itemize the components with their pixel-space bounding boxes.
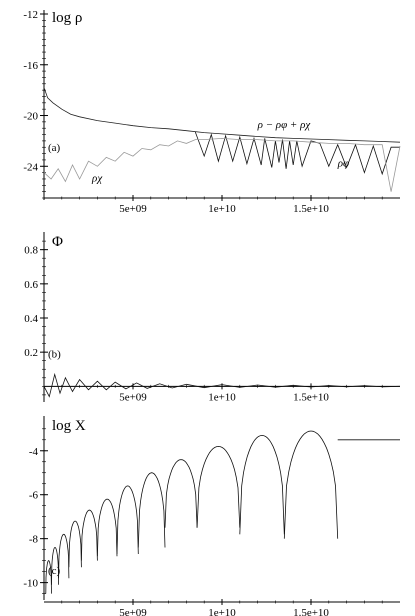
series-line bbox=[43, 137, 401, 192]
series-annotation: ρχ bbox=[91, 173, 103, 185]
panel-tag: (b) bbox=[48, 348, 61, 360]
y-tick-label: -10 bbox=[23, 578, 38, 590]
y-tick-label: -24 bbox=[23, 161, 38, 173]
series-line bbox=[68, 520, 82, 568]
y-axis-title: Φ bbox=[52, 234, 63, 250]
series-line bbox=[45, 560, 52, 594]
y-tick-label: -8 bbox=[29, 534, 39, 546]
series-line bbox=[116, 485, 139, 555]
series-line bbox=[239, 434, 285, 535]
x-tick-label: 5e+09 bbox=[119, 607, 147, 616]
y-tick-label: -6 bbox=[29, 490, 39, 502]
series-line bbox=[51, 547, 59, 585]
x-tick-label: 1e+10 bbox=[208, 391, 236, 403]
series-line bbox=[164, 459, 198, 528]
x-tick-label: 1.5e+10 bbox=[293, 203, 329, 215]
y-tick-label: 0.8 bbox=[24, 245, 38, 257]
series-line bbox=[137, 472, 166, 548]
y-tick-label: -4 bbox=[29, 446, 39, 458]
y-tick-label: 0.4 bbox=[24, 313, 38, 325]
y-tick-label: -16 bbox=[23, 60, 38, 72]
y-tick-label: -12 bbox=[23, 9, 38, 21]
series-line bbox=[194, 131, 400, 176]
x-tick-label: 1.5e+10 bbox=[293, 607, 329, 616]
panel-2: 0.2 0.4 0.6 0.8 5e+09 1e+10 1.5e+10 Φ (b) bbox=[24, 232, 401, 403]
x-tick-label: 1.5e+10 bbox=[293, 391, 329, 403]
y-tick-label: 0.6 bbox=[24, 279, 38, 291]
x-tick-label: 5e+09 bbox=[119, 391, 147, 403]
series-line bbox=[81, 509, 98, 561]
series-line bbox=[97, 498, 118, 557]
series-line bbox=[43, 372, 401, 398]
series-line bbox=[283, 430, 339, 539]
series-line bbox=[58, 533, 70, 579]
panel-1: -12 -16 -20 -24 5e+09 1e+10 1.5e+10 log ρ (a) ρ −… bbox=[23, 9, 401, 215]
series-line bbox=[196, 445, 241, 528]
panel-tag: (a) bbox=[48, 142, 61, 154]
series-annotation: ρφ bbox=[337, 157, 349, 169]
y-tick-label: -20 bbox=[23, 111, 38, 123]
series-annotation: ρ − ρφ + ρχ bbox=[257, 119, 312, 131]
x-tick-label: 1e+10 bbox=[208, 607, 236, 616]
y-axis-title: log X bbox=[52, 418, 86, 434]
series-line bbox=[43, 87, 401, 143]
y-tick-label: 0.2 bbox=[24, 347, 38, 359]
y-axis-title: log ρ bbox=[52, 10, 82, 26]
x-tick-label: 5e+09 bbox=[119, 203, 147, 215]
x-tick-label: 1e+10 bbox=[208, 203, 236, 215]
